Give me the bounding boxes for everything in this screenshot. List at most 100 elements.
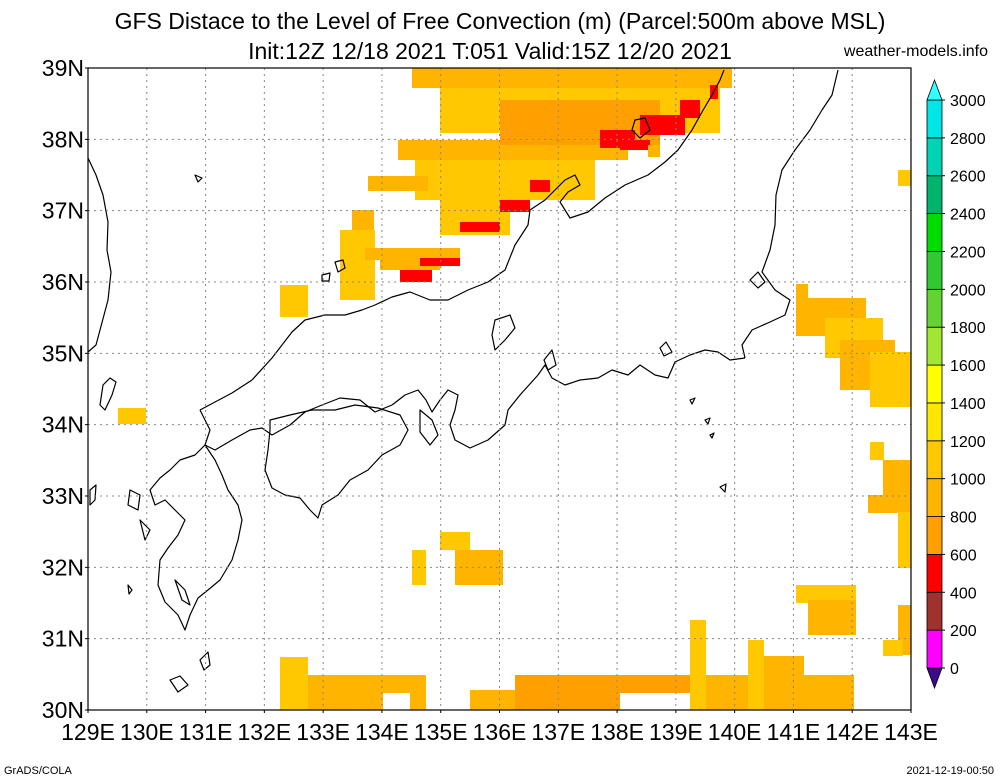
colorbar-label: 1200 xyxy=(950,434,986,451)
field-cell xyxy=(796,284,808,336)
lat-lon-grid xyxy=(88,68,911,710)
field-cell xyxy=(118,408,146,424)
field-cell xyxy=(412,68,732,88)
field-cell xyxy=(365,248,460,260)
colorbar-label: 2200 xyxy=(950,244,986,261)
footer-timestamp: 2021-12-19-00:50 xyxy=(906,765,994,777)
lon-label: 141E xyxy=(767,719,821,745)
site-credit: weather-models.info xyxy=(843,43,988,60)
colorbar-label: 0 xyxy=(950,661,959,678)
field-cell xyxy=(500,200,530,212)
field-cell xyxy=(748,640,764,710)
field-cell xyxy=(280,657,308,710)
lon-label: 130E xyxy=(120,719,174,745)
footer-left-credit: GrADS/COLA xyxy=(4,765,72,777)
field-cell xyxy=(415,160,595,200)
field-cell xyxy=(380,675,410,693)
field-cell xyxy=(804,675,854,710)
colorbar-segment xyxy=(926,402,943,442)
colorbar-label: 1000 xyxy=(950,472,986,489)
lat-label: 39N xyxy=(42,55,84,81)
colorbar-label: 2600 xyxy=(950,169,986,186)
field-cell xyxy=(706,675,751,710)
field-cell xyxy=(500,100,660,145)
colorbar-segment xyxy=(926,99,943,139)
lat-label: 34N xyxy=(42,412,84,438)
coastlines xyxy=(87,69,839,693)
field-cell xyxy=(898,512,911,568)
colorbar-label: 1800 xyxy=(950,320,986,337)
field-cell xyxy=(648,145,660,157)
field-cell xyxy=(460,222,500,232)
lon-label: 131E xyxy=(179,719,233,745)
colorbar-segment xyxy=(926,364,943,404)
colorbar-segment xyxy=(926,326,943,366)
lat-label: 31N xyxy=(42,626,84,652)
colorbar-label: 1400 xyxy=(950,396,986,413)
lat-label: 33N xyxy=(42,483,84,509)
colorbar-segment xyxy=(926,213,943,252)
colorbar-label: 400 xyxy=(950,585,977,602)
colorbar-segment xyxy=(926,629,943,669)
colorbar-label: 200 xyxy=(950,623,977,640)
field-cell xyxy=(620,675,690,693)
colorbar-segment xyxy=(926,288,943,328)
longitude-labels: 129E 130E 131E 132E 133E 134E 135E 136E 137E 138E… xyxy=(61,710,938,745)
colorbar-segment xyxy=(926,516,943,555)
lon-label: 137E xyxy=(531,719,585,745)
field-cell xyxy=(400,270,432,282)
colorbar-segment xyxy=(926,591,943,631)
colorbar-label: 2400 xyxy=(950,207,986,224)
lon-label: 135E xyxy=(414,719,468,745)
colorbar-segment xyxy=(926,251,943,290)
field-cell xyxy=(368,176,428,191)
field-cell xyxy=(680,100,700,118)
lat-label: 30N xyxy=(42,697,84,723)
colorbar-segment xyxy=(926,175,943,215)
field-cell xyxy=(640,115,685,135)
field-cell xyxy=(380,260,440,270)
field-cell xyxy=(620,140,650,150)
colorbar-max-arrow xyxy=(926,78,943,101)
lat-label: 36N xyxy=(42,269,84,295)
lon-label: 132E xyxy=(237,719,291,745)
field-cell xyxy=(410,675,426,710)
field-cell xyxy=(808,600,856,635)
field-cell xyxy=(515,675,620,710)
field-cell xyxy=(870,442,884,460)
lon-label: 133E xyxy=(296,719,350,745)
lon-label: 139E xyxy=(649,719,703,745)
lon-label: 134E xyxy=(355,719,409,745)
colorbar-label: 3000 xyxy=(950,93,986,110)
lat-label: 35N xyxy=(42,340,84,366)
field-cell xyxy=(308,675,383,710)
lat-label: 32N xyxy=(42,554,84,580)
field-cell xyxy=(280,285,308,317)
lfc-field xyxy=(118,68,911,710)
lon-label: 143E xyxy=(884,719,938,745)
field-cell xyxy=(868,495,898,513)
field-cell xyxy=(340,230,375,300)
map-subtitle: Init:12Z 12/18 2021 T:051 Valid:15Z 12/2… xyxy=(248,38,732,64)
field-cell xyxy=(530,180,550,192)
field-cell xyxy=(440,532,470,550)
colorbar-label: 2000 xyxy=(950,282,986,299)
field-cell xyxy=(764,656,804,710)
colorbar-label: 2800 xyxy=(950,131,986,148)
colorbar-segment xyxy=(926,554,943,593)
colorbar-label: 800 xyxy=(950,510,977,527)
lon-label: 140E xyxy=(708,719,762,745)
field-cell xyxy=(796,585,856,603)
lon-label: 136E xyxy=(473,719,527,745)
field-cell xyxy=(898,170,911,186)
field-cell xyxy=(420,258,460,266)
lon-label: 129E xyxy=(61,719,115,745)
colorbar-segment xyxy=(926,478,943,517)
field-cell xyxy=(690,620,706,710)
colorbar-min-arrow xyxy=(926,667,943,690)
field-cell xyxy=(470,690,515,710)
colorbar-label: 1600 xyxy=(950,358,986,375)
field-cell xyxy=(883,640,903,656)
lat-label: 37N xyxy=(42,198,84,224)
colorbar-segment xyxy=(926,137,943,177)
